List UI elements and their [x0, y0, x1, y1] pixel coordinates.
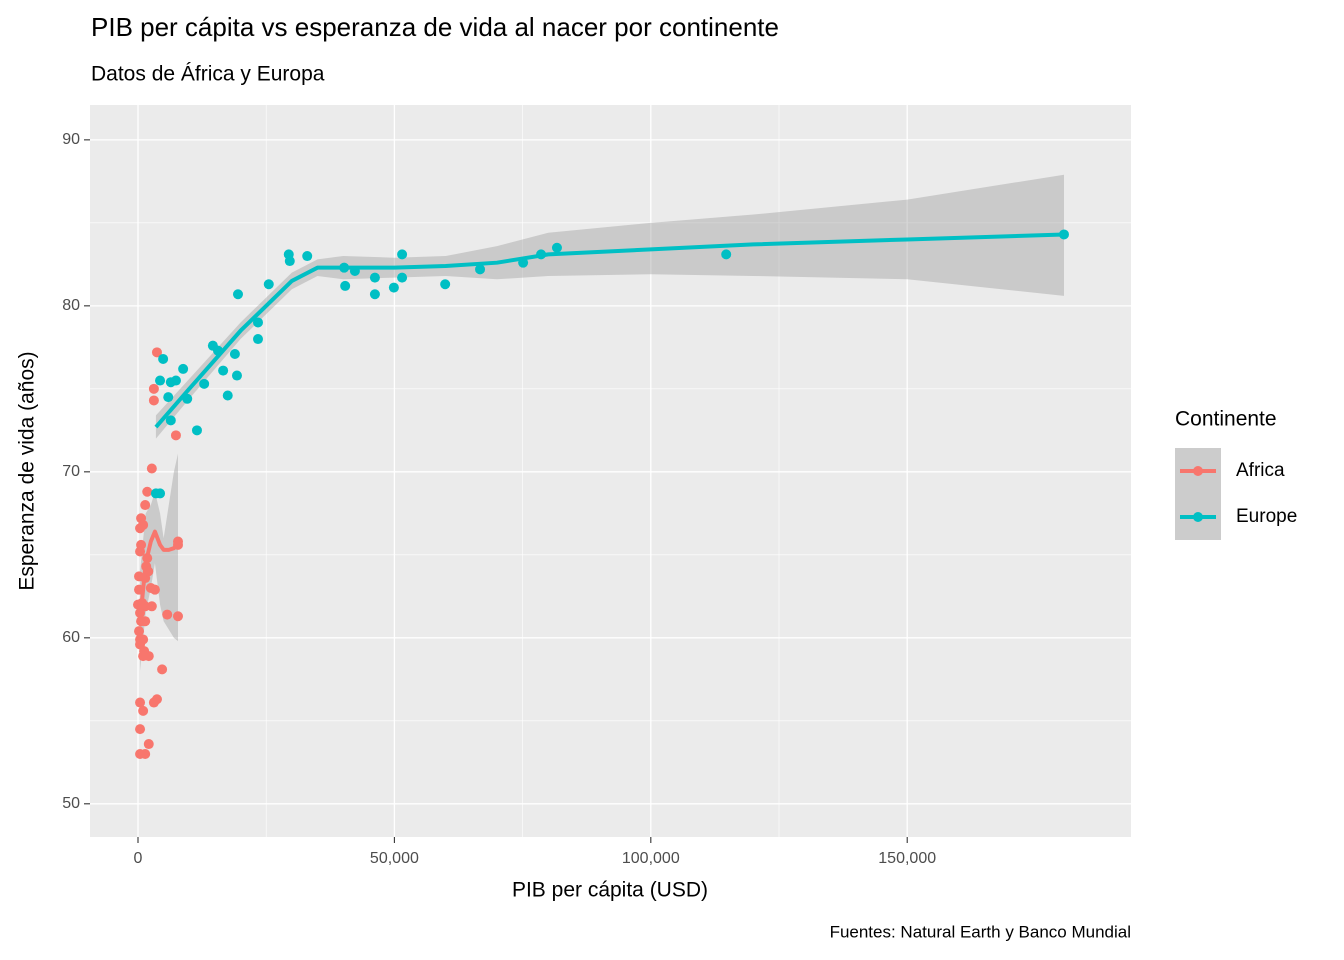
point: [158, 353, 169, 364]
y-tick-label: 80: [62, 297, 80, 314]
legend-point: [1193, 512, 1203, 522]
point: [138, 651, 149, 662]
point: [475, 264, 486, 275]
point: [148, 697, 159, 708]
point: [218, 365, 229, 376]
x-axis-title: PIB per cápita (USD): [512, 879, 708, 902]
point: [165, 415, 176, 426]
point: [150, 488, 161, 499]
point: [155, 375, 166, 386]
caption: Fuentes: Natural Earth y Banco Mundial: [830, 922, 1131, 941]
legend-label: Africa: [1236, 460, 1285, 481]
y-tick-label: 50: [62, 795, 80, 812]
x-tick-label: 0: [134, 850, 143, 867]
point: [165, 377, 176, 388]
point: [388, 282, 399, 293]
point: [134, 626, 145, 637]
point: [302, 251, 313, 262]
point: [369, 289, 380, 300]
point: [369, 272, 380, 283]
point: [199, 378, 210, 389]
point: [551, 242, 562, 253]
point: [146, 601, 157, 612]
point: [252, 317, 263, 328]
point: [135, 546, 146, 557]
point: [440, 279, 451, 290]
point: [138, 519, 149, 530]
point: [140, 616, 151, 627]
point: [284, 256, 295, 267]
x-tick-label: 150,000: [878, 850, 936, 867]
point: [252, 334, 263, 345]
point: [135, 724, 146, 735]
point: [397, 249, 408, 260]
x-tick-label: 50,000: [370, 850, 419, 867]
x-tick-label: 100,000: [622, 850, 680, 867]
point: [231, 370, 242, 381]
point: [340, 280, 351, 291]
point: [170, 430, 181, 441]
point: [148, 383, 159, 394]
point: [178, 363, 189, 374]
point: [162, 609, 173, 620]
point: [172, 611, 183, 622]
point: [143, 739, 154, 750]
point: [151, 347, 162, 358]
point: [140, 749, 151, 760]
y-tick-label: 60: [62, 629, 80, 646]
chart-title: PIB per cápita vs esperanza de vida al n…: [91, 12, 779, 42]
y-tick-label: 70: [62, 463, 80, 480]
point: [263, 279, 274, 290]
panel: [90, 105, 1131, 837]
point: [146, 463, 157, 474]
point: [157, 664, 168, 675]
smooth-line: [154, 232, 1065, 429]
point: [140, 500, 151, 511]
legend-label: Europe: [1236, 506, 1297, 527]
smooth-line: [138, 529, 180, 622]
point: [149, 584, 160, 595]
chart-subtitle: Datos de África y Europa: [91, 63, 325, 86]
legend-title: Continente: [1175, 408, 1277, 431]
point: [134, 571, 145, 582]
legend-point: [1193, 466, 1203, 476]
point: [135, 697, 146, 708]
point: [721, 249, 732, 260]
point: [191, 425, 202, 436]
point: [148, 395, 159, 406]
y-axis-title: Esperanza de vida (años): [16, 351, 39, 590]
point: [397, 272, 408, 283]
point: [163, 392, 174, 403]
point: [232, 289, 243, 300]
point: [222, 390, 233, 401]
point: [142, 486, 153, 497]
point: [138, 705, 149, 716]
point: [207, 340, 218, 351]
y-tick-label: 90: [62, 131, 80, 148]
point: [229, 348, 240, 359]
